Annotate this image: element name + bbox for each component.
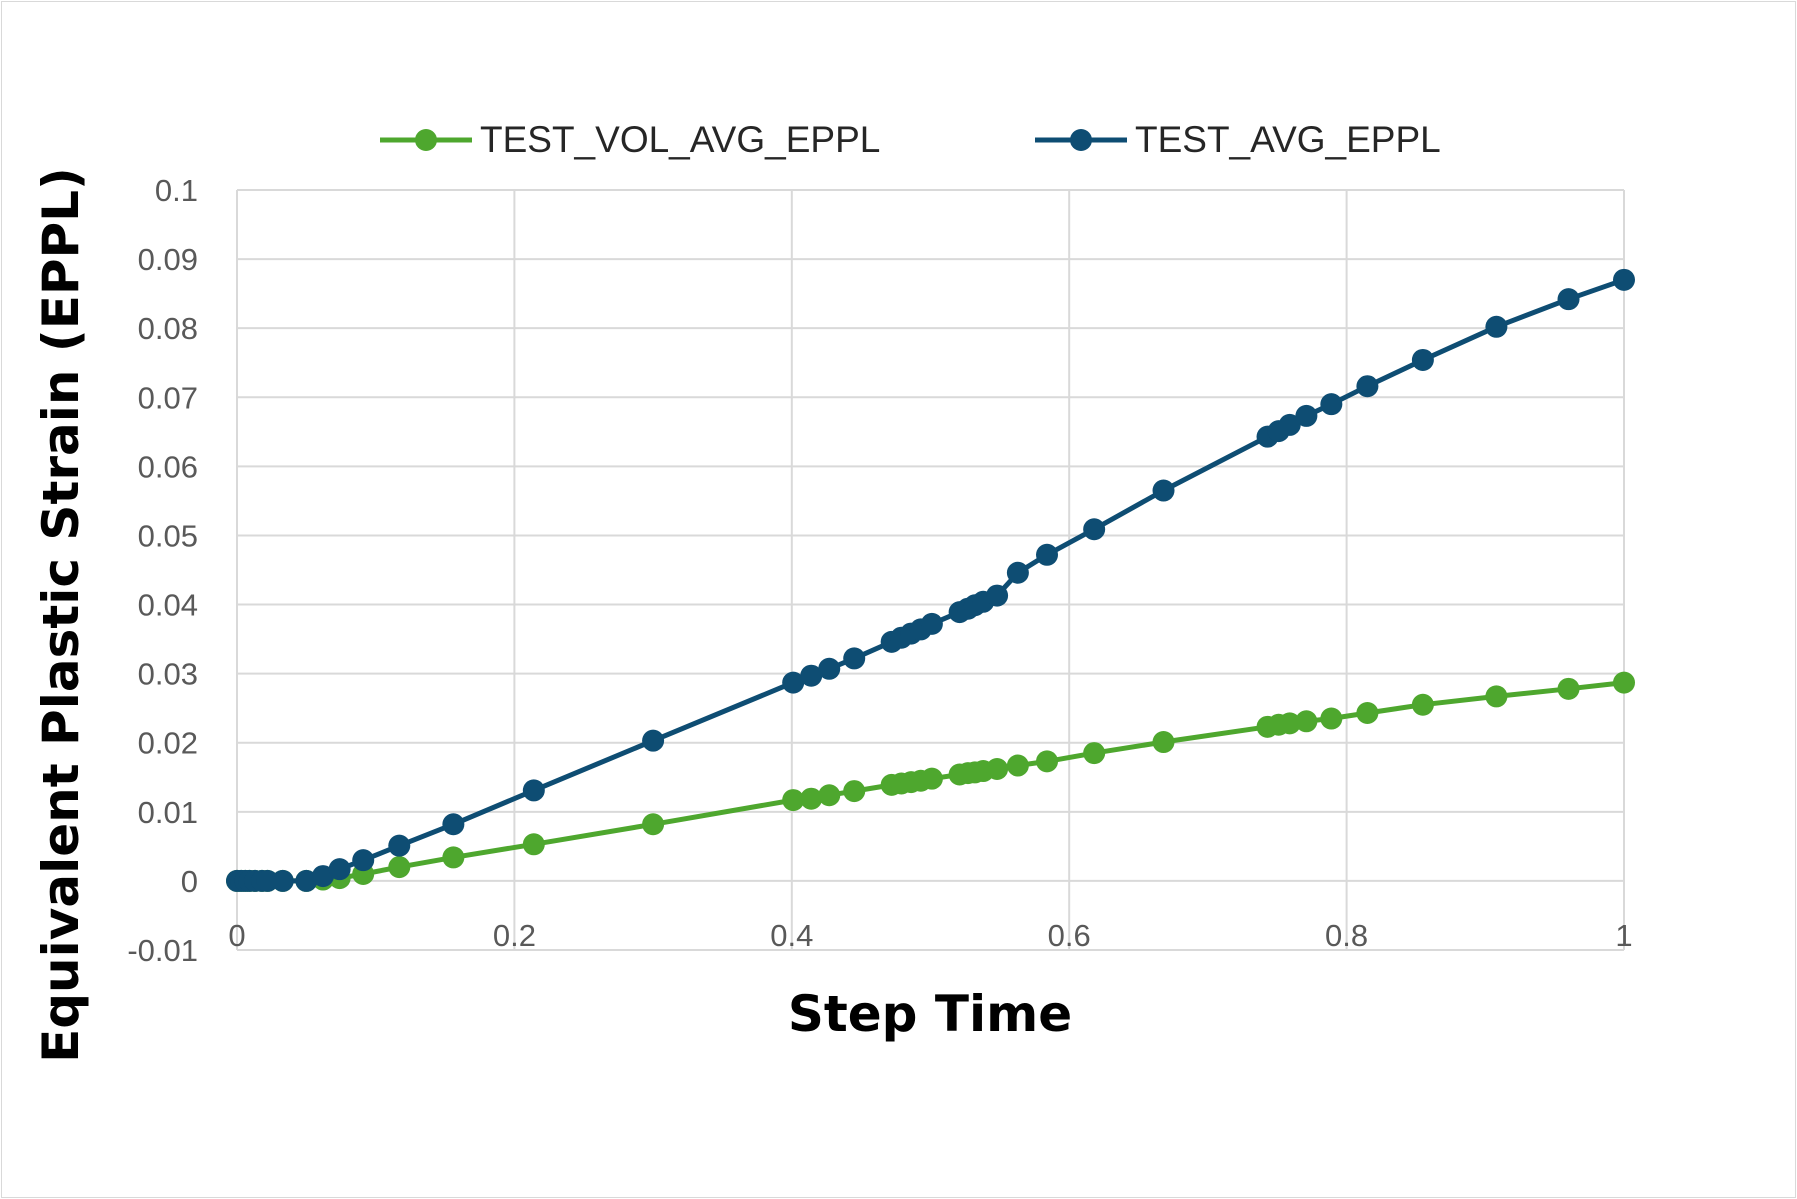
x-tick-label: 1 [1615, 918, 1632, 953]
data-series [226, 268, 1635, 892]
data-point [1485, 315, 1508, 338]
data-point [1152, 731, 1175, 754]
x-tick-label: 0 [228, 918, 245, 953]
x-tick-label: 0.2 [493, 918, 536, 953]
data-point [1356, 702, 1379, 725]
data-point [1083, 742, 1106, 765]
y-axis-tick-labels: -0.01 0 0.01 0.02 0.03 0.04 0.05 0.06 0.07 0.08 0.… [127, 173, 198, 968]
data-point [352, 849, 375, 872]
y-tick-label: 0.05 [138, 518, 198, 553]
data-point [1295, 710, 1318, 733]
data-point [818, 657, 841, 680]
legend-entry: TEST_AVG_EPPL [1035, 119, 1441, 160]
y-tick-label: 0.07 [138, 380, 198, 415]
data-point [522, 779, 545, 802]
data-point [442, 813, 465, 836]
y-tick-label: 0.01 [138, 795, 198, 830]
y-tick-label: 0.04 [138, 588, 198, 623]
data-point [442, 846, 465, 869]
data-point [1006, 561, 1029, 584]
data-point [1613, 671, 1635, 694]
data-point [1152, 479, 1175, 502]
series-line [237, 277, 1625, 884]
data-point [1411, 348, 1434, 371]
x-axis-title: Step Time [788, 985, 1072, 1043]
y-tick-label: -0.01 [127, 933, 198, 968]
data-point [1006, 754, 1029, 777]
gridlines [236, 189, 1625, 951]
data-point [843, 780, 866, 803]
data-point [800, 664, 823, 687]
data-point [642, 813, 665, 836]
data-point [1320, 393, 1343, 416]
data-point [986, 584, 1009, 607]
legend-label: TEST_AVG_EPPL [1135, 119, 1441, 160]
data-point [1485, 685, 1508, 708]
y-tick-label: 0.08 [138, 311, 198, 346]
data-point [920, 612, 943, 635]
x-tick-label: 0.4 [770, 918, 813, 953]
data-point [986, 757, 1009, 780]
data-point [256, 869, 279, 892]
legend-marker [1070, 129, 1092, 151]
y-tick-label: 0.1 [155, 173, 198, 208]
data-point [782, 789, 805, 812]
y-tick-label: 0.09 [138, 242, 198, 277]
data-point [1295, 404, 1318, 427]
data-point [843, 647, 866, 670]
data-point [1036, 543, 1059, 566]
data-point [1083, 518, 1106, 541]
data-point [800, 787, 823, 810]
data-point [920, 767, 943, 790]
data-point [1613, 268, 1635, 291]
data-point [311, 865, 334, 888]
data-point [328, 858, 351, 881]
y-axis-title: Equivalent Plastic Strain (EPPL) [32, 167, 90, 1063]
data-point [1356, 375, 1379, 398]
data-point [1036, 750, 1059, 773]
y-tick-label: 0.03 [138, 657, 198, 692]
legend: TEST_VOL_AVG_EPPL TEST_AVG_EPPL [380, 119, 1441, 160]
data-point [522, 833, 545, 856]
data-point [1557, 677, 1580, 700]
data-point [642, 729, 665, 752]
data-point [1278, 712, 1301, 735]
x-tick-label: 0.6 [1048, 918, 1091, 953]
legend-marker [415, 129, 437, 151]
legend-entry: TEST_VOL_AVG_EPPL [380, 119, 880, 160]
y-tick-label: 0.06 [138, 449, 198, 484]
legend-label: TEST_VOL_AVG_EPPL [480, 119, 880, 160]
series-0 [226, 671, 1635, 892]
data-point [1278, 413, 1301, 436]
x-tick-label: 0.8 [1325, 918, 1368, 953]
series-1 [226, 268, 1635, 892]
data-point [1557, 288, 1580, 311]
x-axis-tick-labels: 0 0.2 0.4 0.6 0.8 1 [228, 918, 1632, 953]
data-point [1411, 693, 1434, 716]
data-point [295, 869, 318, 892]
y-tick-label: 0.02 [138, 726, 198, 761]
data-point [782, 671, 805, 694]
y-tick-label: 0 [181, 864, 198, 899]
data-point [271, 869, 294, 892]
data-point [1320, 707, 1343, 730]
data-point [388, 834, 411, 857]
data-point [818, 784, 841, 807]
data-point [388, 856, 411, 879]
